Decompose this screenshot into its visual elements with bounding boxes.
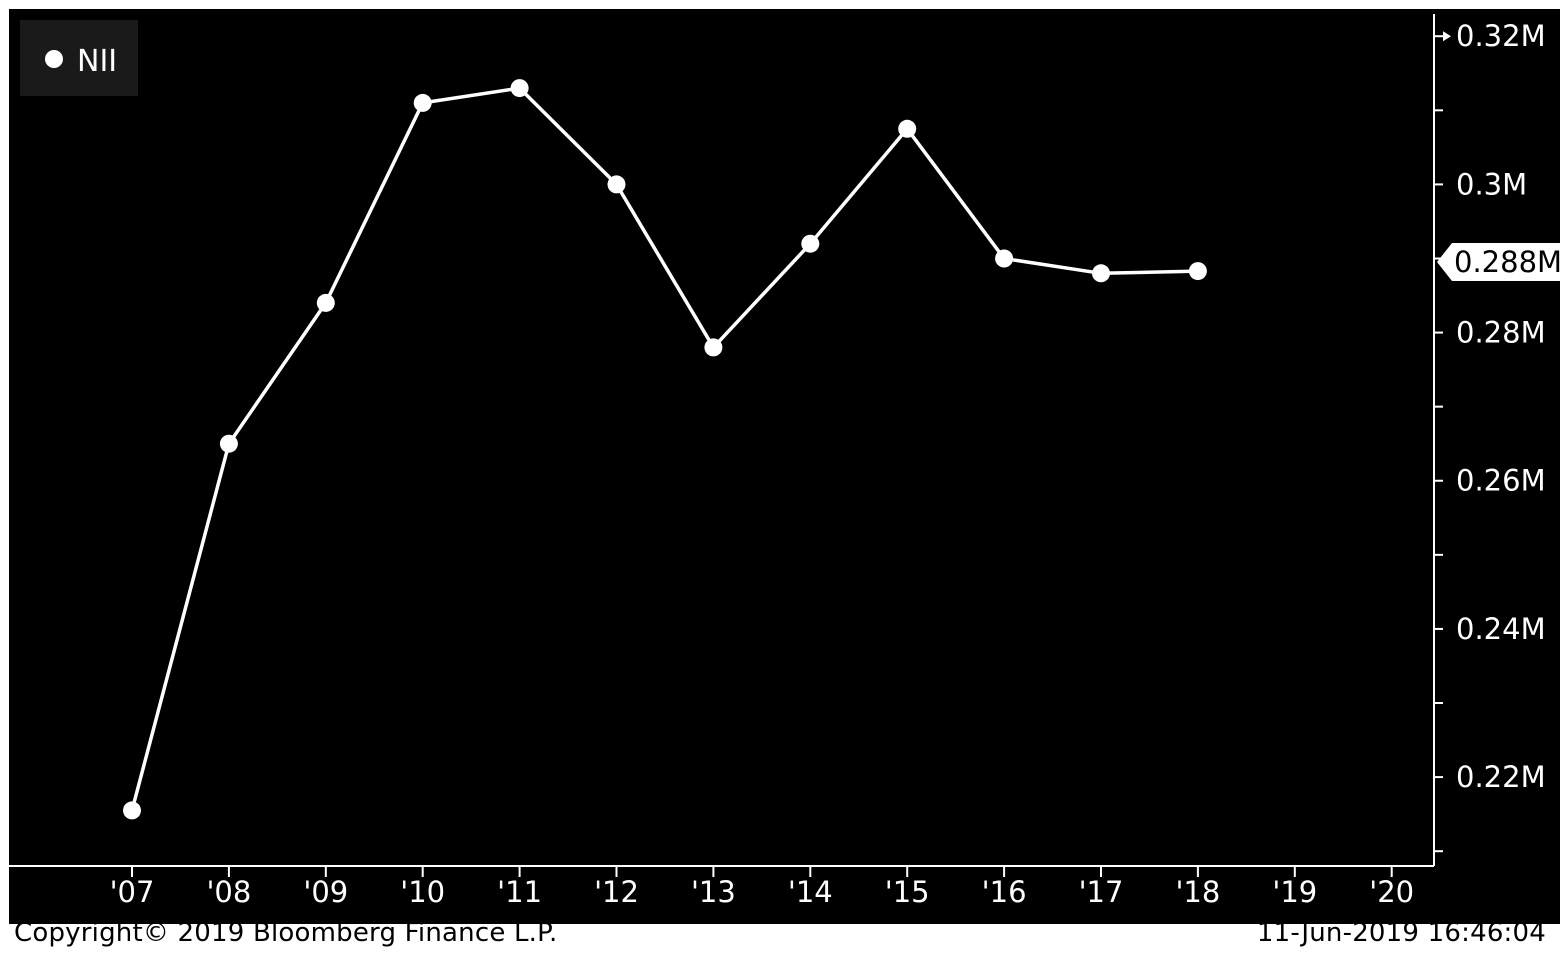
x-tick-label: '13 bbox=[691, 875, 736, 909]
x-tick-label: '16 bbox=[982, 875, 1027, 909]
x-tick-label: '11 bbox=[497, 875, 542, 909]
x-tick-label: '12 bbox=[594, 875, 639, 909]
data-point bbox=[607, 175, 626, 194]
legend-label: NII bbox=[77, 44, 117, 79]
data-point bbox=[898, 119, 917, 138]
y-tick-label: 0.3M bbox=[1456, 167, 1527, 201]
x-tick-label: '14 bbox=[788, 875, 833, 909]
data-point bbox=[1092, 264, 1110, 283]
legend-box bbox=[20, 20, 138, 96]
data-point bbox=[123, 801, 141, 820]
x-tick-label: '10 bbox=[400, 875, 445, 909]
x-tick-label: '19 bbox=[1272, 875, 1317, 909]
timestamp-text: 11-Jun-2019 16:46:04 bbox=[1256, 918, 1546, 948]
legend-marker bbox=[45, 50, 63, 68]
plot-background bbox=[9, 9, 1560, 924]
data-point bbox=[510, 79, 529, 98]
y-tick-label: 0.32M bbox=[1456, 19, 1546, 53]
last-value-tag-shape bbox=[1437, 243, 1560, 281]
data-point bbox=[219, 434, 238, 453]
y-axis: 0.22M 0.24M 0.26M 0.28M 0.3M 0.32M bbox=[1434, 19, 1546, 853]
x-tick-label: '17 bbox=[1079, 875, 1124, 909]
data-point bbox=[704, 338, 723, 357]
x-axis: '07 '08 '09 '10 '11 '12 '13 '14 '15 '16 '17 '18 '19 '… bbox=[110, 866, 1414, 909]
x-tick-label: '18 bbox=[1175, 875, 1220, 909]
legend: NII bbox=[20, 20, 138, 96]
copyright-text: Copyright© 2019 Bloomberg Finance L.P. bbox=[14, 918, 558, 948]
x-tick-label: '09 bbox=[303, 875, 348, 909]
x-tick-label: '07 bbox=[110, 875, 155, 909]
x-tick-label: '15 bbox=[885, 875, 930, 909]
data-point bbox=[1188, 262, 1207, 281]
series-nii bbox=[123, 79, 1207, 820]
y-tick-label: 0.24M bbox=[1456, 612, 1546, 646]
y-top-arrow bbox=[1443, 31, 1451, 42]
y-tick-label: 0.22M bbox=[1456, 760, 1546, 794]
data-point bbox=[995, 249, 1014, 268]
data-point bbox=[316, 293, 335, 312]
series-line-nii bbox=[130, 86, 1198, 811]
last-value-tag: 0.288M bbox=[1437, 243, 1560, 281]
y-tick-label: 0.28M bbox=[1456, 316, 1546, 350]
x-tick-label: '20 bbox=[1369, 875, 1414, 909]
y-tick-label: 0.26M bbox=[1456, 464, 1546, 498]
x-tick-label: '08 bbox=[206, 875, 251, 909]
last-value-label: 0.288M bbox=[1454, 245, 1560, 279]
data-point bbox=[801, 234, 820, 253]
data-point bbox=[413, 93, 432, 112]
